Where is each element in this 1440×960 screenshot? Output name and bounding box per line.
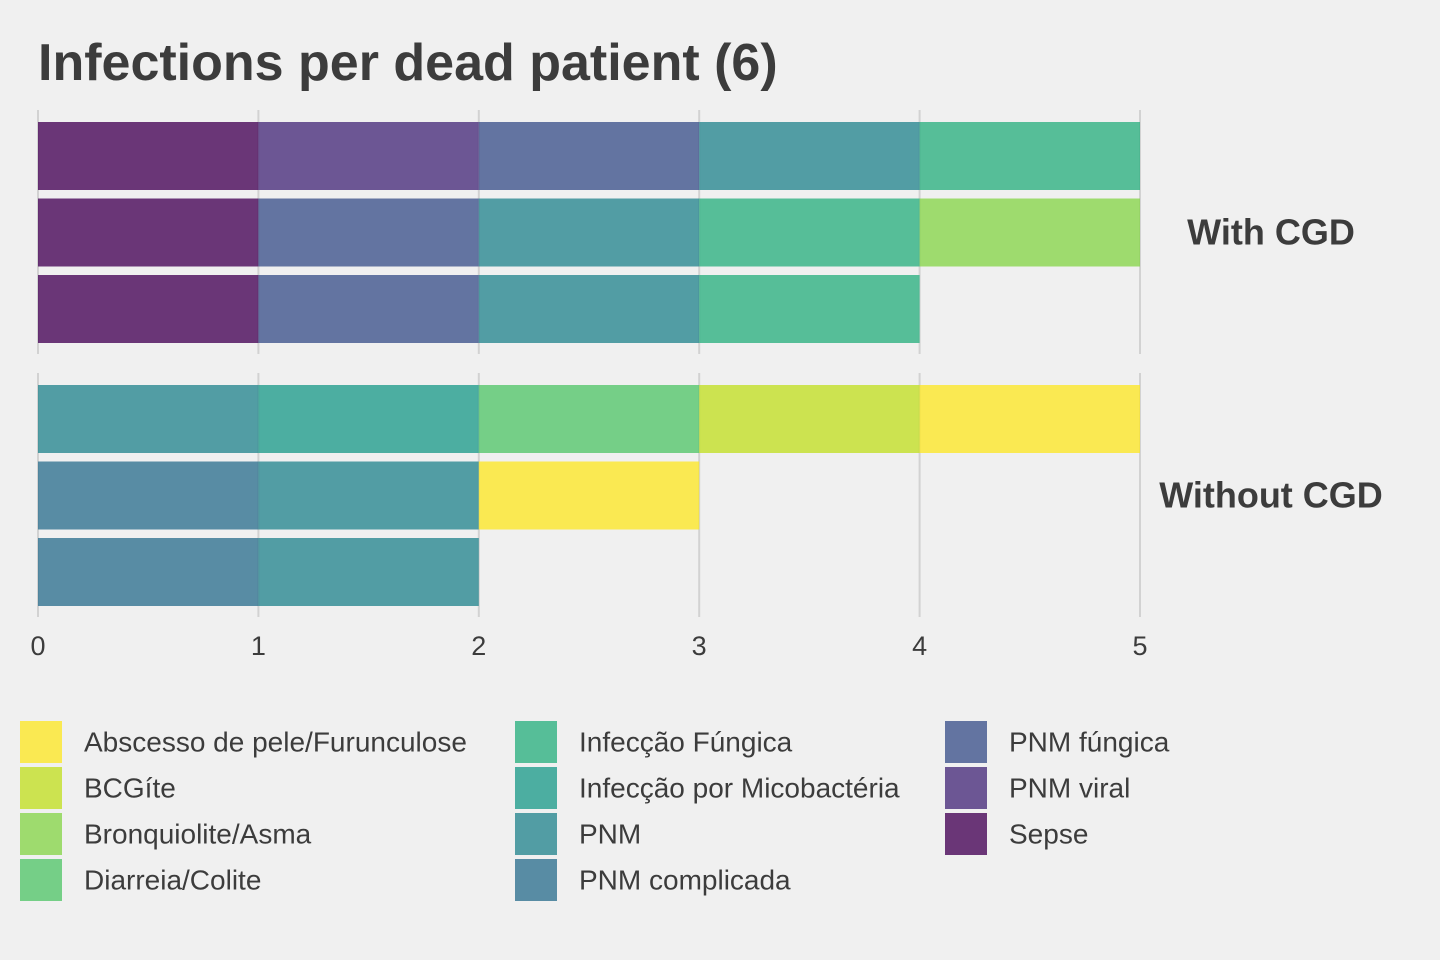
chart-panels: With CGD Without CGD	[37, 110, 1383, 617]
bar-segment-infeccao-por-micobacteria	[258, 385, 479, 453]
bar-segment-infeccao-fungica	[699, 198, 920, 267]
bar-segment-pnm	[258, 461, 479, 530]
legend-label: PNM	[579, 819, 641, 850]
legend-swatch	[515, 767, 557, 809]
legend-item-bronquiolite-asma: Bronquiolite/Asma	[20, 813, 312, 855]
x-tick-label: 4	[912, 631, 927, 661]
legend-label: PNM viral	[1009, 773, 1130, 804]
bar-segment-abscesso-de-pele-furunculose	[919, 385, 1140, 453]
bar-segment-abscesso-de-pele-furunculose	[478, 461, 700, 530]
legend-swatch	[945, 813, 987, 855]
legend-swatch	[515, 859, 557, 901]
x-tick-label: 2	[471, 631, 486, 661]
bar-segment-pnm	[699, 122, 920, 190]
bar-segment-pnm	[478, 198, 700, 267]
bar-segment-bcgite	[699, 385, 920, 453]
legend-label: Infecção Fúngica	[579, 727, 793, 758]
bar-segment-bronquiolite-asma	[919, 198, 1140, 267]
x-axis: 0 1 2 3 4 5	[30, 631, 1147, 661]
bar-segment-pnm-fungica	[258, 198, 479, 267]
legend-label: Diarreia/Colite	[84, 865, 261, 896]
legend-label: Abscesso de pele/Furunculose	[84, 727, 467, 758]
legend-item-infeccao-por-micobacteria: Infecção por Micobactéria	[515, 767, 900, 809]
legend-swatch	[20, 813, 62, 855]
legend-swatch	[20, 859, 62, 901]
legend-label: PNM complicada	[579, 865, 791, 896]
bar-segment-pnm	[258, 538, 479, 606]
legend: Abscesso de pele/Furunculose BCGíte Bronqu…	[20, 721, 1170, 901]
legend-label: PNM fúngica	[1009, 727, 1170, 758]
bar-segment-sepse	[38, 122, 259, 190]
bar-segment-sepse	[38, 275, 259, 343]
bar-segment-pnm	[478, 275, 700, 343]
bar-segment-infeccao-fungica	[699, 275, 920, 343]
bar-segment-pnm-complicada	[38, 461, 259, 530]
legend-swatch	[515, 813, 557, 855]
legend-label: BCGíte	[84, 773, 176, 804]
facet-panel-without-cgd: Without CGD	[37, 373, 1383, 617]
legend-label: Bronquiolite/Asma	[84, 819, 312, 850]
legend-item-abscesso-de-pele-furunculose: Abscesso de pele/Furunculose	[20, 721, 467, 763]
legend-swatch	[515, 721, 557, 763]
x-tick-label: 5	[1132, 631, 1147, 661]
bar-segment-pnm	[38, 385, 259, 453]
legend-item-pnm: PNM	[515, 813, 641, 855]
legend-item-bcgite: BCGíte	[20, 767, 176, 809]
legend-swatch	[945, 721, 987, 763]
legend-item-diarreia-colite: Diarreia/Colite	[20, 859, 261, 901]
bar-segment-diarreia-colite	[478, 385, 700, 453]
legend-item-pnm-complicada: PNM complicada	[515, 859, 791, 901]
bar-segment-sepse	[38, 198, 259, 267]
x-tick-label: 0	[30, 631, 45, 661]
legend-label: Infecção por Micobactéria	[579, 773, 900, 804]
bar-segment-infeccao-fungica	[919, 122, 1140, 190]
legend-item-pnm-viral: PNM viral	[945, 767, 1130, 809]
x-tick-label: 1	[251, 631, 266, 661]
chart-title: Infections per dead patient (6)	[38, 34, 778, 92]
legend-swatch	[20, 767, 62, 809]
facet-label: With CGD	[1187, 212, 1355, 253]
legend-swatch	[20, 721, 62, 763]
bar-segment-pnm-fungica	[478, 122, 700, 190]
bar-segment-pnm-viral	[258, 122, 479, 190]
legend-label: Sepse	[1009, 819, 1088, 850]
legend-item-infeccao-fungica: Infecção Fúngica	[515, 721, 793, 763]
bar-segment-pnm-fungica	[258, 275, 479, 343]
facet-label: Without CGD	[1159, 475, 1383, 516]
legend-swatch	[945, 767, 987, 809]
legend-item-pnm-fungica: PNM fúngica	[945, 721, 1170, 763]
bar-segment-pnm-complicada	[38, 538, 259, 606]
legend-item-sepse: Sepse	[945, 813, 1088, 855]
facet-panel-with-cgd: With CGD	[37, 110, 1355, 354]
x-tick-label: 3	[692, 631, 707, 661]
